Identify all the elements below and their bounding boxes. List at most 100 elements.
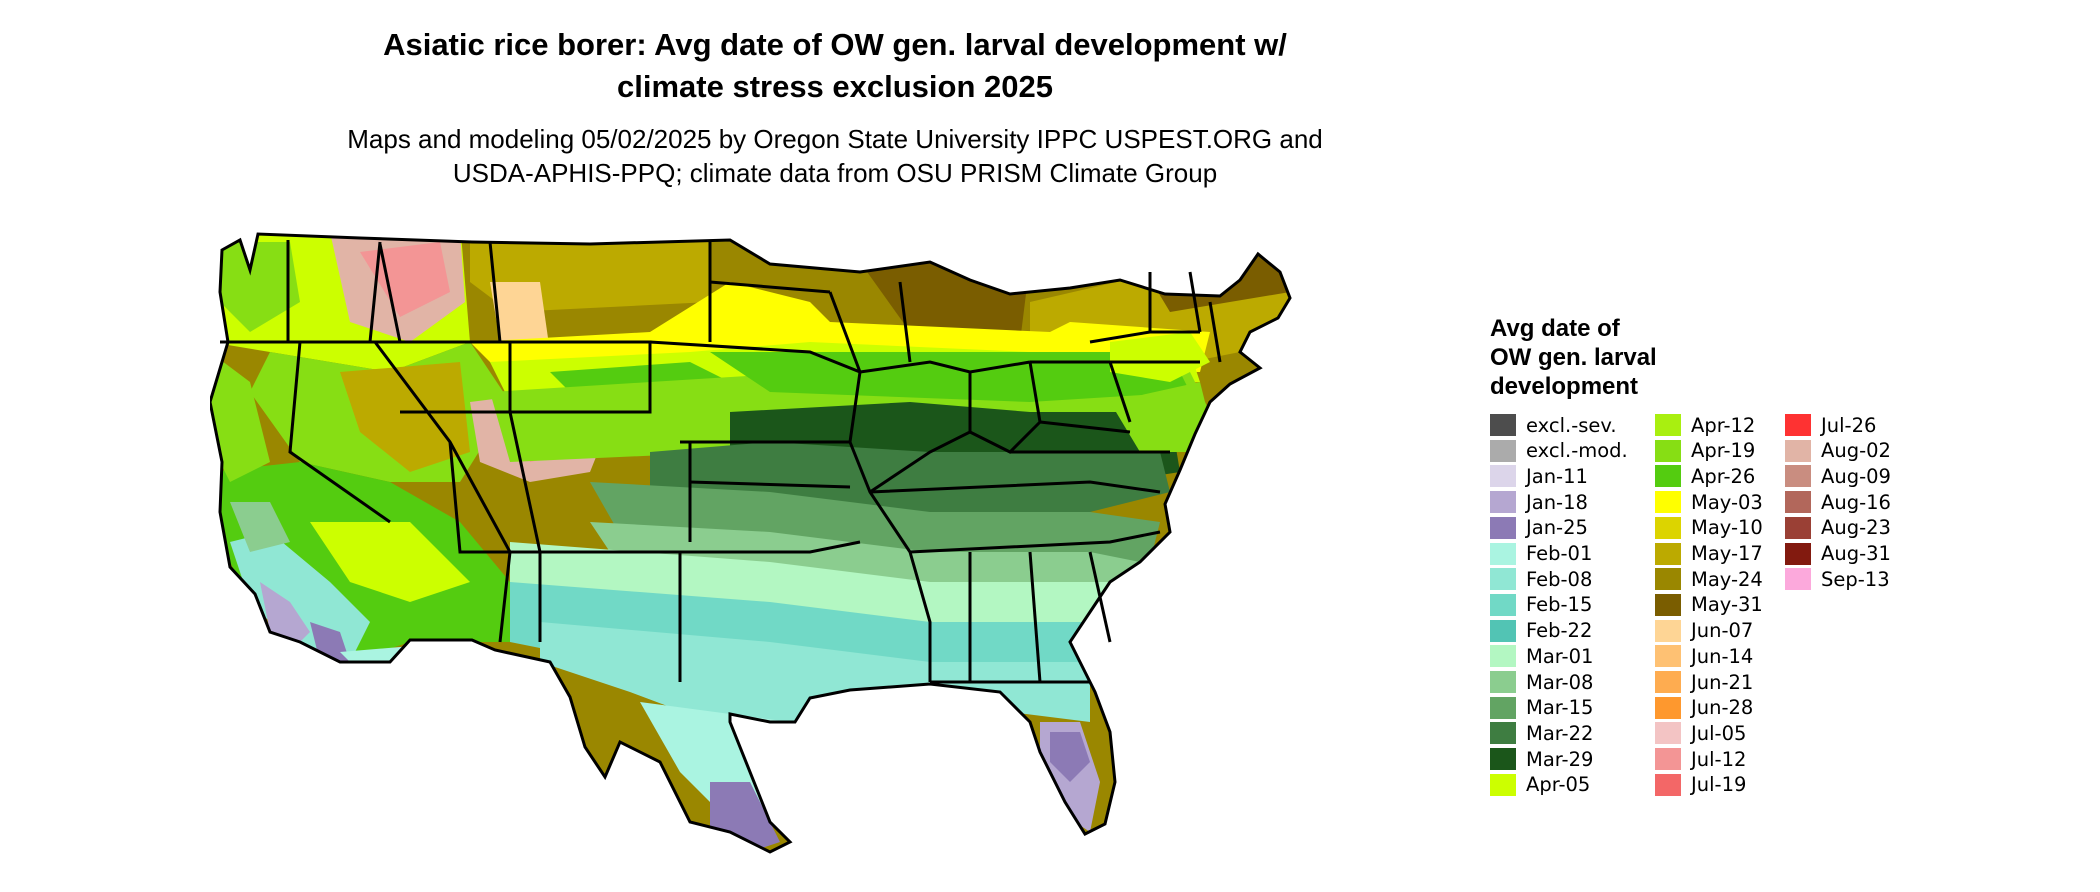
legend-label: Jan-25 <box>1526 516 1588 540</box>
legend-item: Feb-08 <box>1490 567 1593 591</box>
legend-item: Apr-26 <box>1655 464 1756 488</box>
legend-item: May-17 <box>1655 542 1763 565</box>
legend-swatch <box>1655 465 1681 488</box>
legend-item: Apr-19 <box>1655 439 1756 463</box>
legend-swatch <box>1490 722 1516 745</box>
legend-swatch <box>1655 568 1681 591</box>
legend-item: Feb-01 <box>1490 542 1593 565</box>
legend-item: Jul-26 <box>1785 413 1877 437</box>
legend-item: Mar-15 <box>1490 696 1593 719</box>
legend-swatch <box>1490 491 1516 514</box>
legend-item: excl.-mod. <box>1490 439 1628 463</box>
legend-item: May-03 <box>1655 490 1763 514</box>
legend-item: Jan-11 <box>1490 464 1588 488</box>
legend-label: Aug-31 <box>1821 542 1891 565</box>
legend-swatch <box>1785 491 1811 514</box>
legend-label: Jun-07 <box>1691 619 1754 643</box>
legend-item: Jan-18 <box>1490 490 1588 514</box>
legend-label: May-10 <box>1691 516 1763 540</box>
legend-title-line-3: development <box>1490 373 1639 400</box>
legend-label: Feb-22 <box>1526 619 1593 643</box>
legend-label: May-17 <box>1691 542 1763 565</box>
legend-label: Mar-29 <box>1526 747 1594 771</box>
legend-label: May-24 <box>1691 567 1763 591</box>
legend-item: Mar-08 <box>1490 670 1594 694</box>
legend-swatch <box>1655 516 1681 539</box>
state-boundaries <box>210 232 1292 854</box>
legend-swatch <box>1490 568 1516 591</box>
legend-label: Aug-09 <box>1821 464 1891 488</box>
legend-label: excl.-mod. <box>1526 439 1628 463</box>
legend-item: Aug-31 <box>1785 542 1891 565</box>
legend-swatch <box>1655 773 1681 796</box>
legend-label: Aug-02 <box>1821 439 1891 463</box>
legend-item: May-24 <box>1655 567 1763 591</box>
legend-item: Jun-07 <box>1655 619 1754 643</box>
legend-label: Apr-12 <box>1691 413 1756 437</box>
legend-label: Aug-16 <box>1821 490 1891 514</box>
map-color-fill <box>210 234 1290 852</box>
legend-item: May-10 <box>1655 516 1763 540</box>
legend-item: Jun-21 <box>1655 671 1753 694</box>
legend-label: Jul-05 <box>1691 721 1747 745</box>
legend-item: Apr-12 <box>1655 413 1756 437</box>
legend-swatch <box>1490 773 1516 796</box>
legend-label: Feb-15 <box>1526 593 1593 617</box>
legend-item: Aug-16 <box>1785 490 1891 514</box>
legend-item: Jun-28 <box>1655 696 1754 720</box>
legend-item: Feb-15 <box>1490 593 1593 617</box>
legend-label: Feb-08 <box>1526 567 1593 591</box>
legend-item: Jul-19 <box>1655 773 1746 796</box>
legend-swatch <box>1785 542 1811 565</box>
legend-swatch <box>1490 465 1516 488</box>
legend-swatch <box>1785 568 1811 591</box>
legend-label: excl.-sev. <box>1526 413 1617 437</box>
legend-item: Aug-23 <box>1785 516 1891 540</box>
legend-item: Jul-05 <box>1655 721 1747 745</box>
legend-swatch <box>1490 414 1516 436</box>
legend-item: Sep-13 <box>1785 568 1890 591</box>
legend-item: May-31 <box>1655 593 1763 617</box>
legend-item: Aug-09 <box>1785 464 1891 488</box>
legend-swatch <box>1785 516 1811 539</box>
legend-swatch <box>1655 491 1681 514</box>
legend-swatch <box>1490 748 1516 771</box>
legend-swatch <box>1490 593 1516 616</box>
legend-label: Feb-01 <box>1526 542 1593 565</box>
legend-swatch <box>1655 748 1681 771</box>
legend-label: Jul-26 <box>1821 413 1877 437</box>
legend-item: Aug-02 <box>1785 439 1891 463</box>
legend-label: Jun-14 <box>1691 644 1754 668</box>
conus-map <box>210 232 1292 854</box>
legend-label: Jul-12 <box>1691 747 1747 771</box>
legend-title-line-2: OW gen. larval <box>1490 344 1657 371</box>
legend-swatch <box>1655 414 1681 436</box>
legend-swatch <box>1490 516 1516 539</box>
legend-item: Jul-12 <box>1655 747 1747 771</box>
legend-swatch <box>1655 542 1681 565</box>
legend-label: May-03 <box>1691 490 1763 514</box>
legend-label: Mar-08 <box>1526 670 1594 694</box>
map-subtitle-line-2: USDA-APHIS-PPQ; climate data from OSU PR… <box>452 158 1218 188</box>
legend-swatch <box>1655 645 1681 668</box>
legend-item: Mar-29 <box>1490 747 1594 771</box>
legend-item: Feb-22 <box>1490 619 1593 643</box>
legend-swatch <box>1490 696 1516 719</box>
legend-swatch <box>1655 593 1681 616</box>
legend-swatch <box>1490 671 1516 693</box>
legend-label: Jan-18 <box>1526 490 1588 514</box>
legend-label: Mar-01 <box>1526 644 1594 668</box>
legend-label: Jan-11 <box>1526 464 1588 488</box>
legend-label: Apr-19 <box>1691 439 1756 463</box>
map-subtitle-line-1: Maps and modeling 05/02/2025 by Oregon S… <box>347 124 1323 154</box>
legend-label: Jun-28 <box>1691 696 1754 720</box>
legend-item: excl.-sev. <box>1490 413 1617 437</box>
legend-label: Apr-26 <box>1691 464 1756 488</box>
legend-swatch <box>1785 414 1811 436</box>
legend-label: Aug-23 <box>1821 516 1891 540</box>
legend-swatch <box>1655 696 1681 719</box>
map-title: Asiatic rice borer: Avg date of OW gen. … <box>260 24 1410 108</box>
legend-swatch <box>1490 439 1516 462</box>
legend-item: Apr-05 <box>1490 773 1590 796</box>
legend-label: May-31 <box>1691 593 1763 617</box>
